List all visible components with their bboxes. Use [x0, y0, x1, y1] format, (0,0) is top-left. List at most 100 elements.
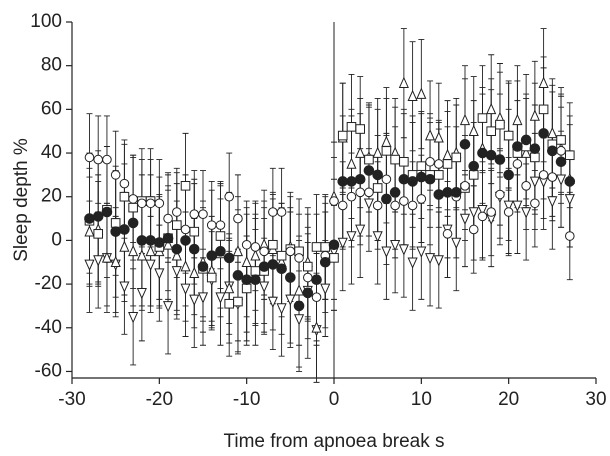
- y-tick-label: 80: [41, 55, 62, 76]
- point: [468, 207, 479, 219]
- point: [355, 224, 366, 237]
- point: [485, 149, 497, 161]
- point: [346, 176, 357, 187]
- point: [555, 156, 567, 168]
- point: [259, 246, 269, 257]
- point: [399, 156, 409, 167]
- point: [521, 207, 532, 219]
- point: [442, 159, 453, 169]
- point: [538, 170, 549, 180]
- point: [372, 169, 383, 181]
- point: [154, 237, 165, 248]
- point: [399, 196, 409, 206]
- point: [407, 176, 418, 187]
- point: [250, 242, 261, 252]
- point: [381, 246, 392, 258]
- point: [337, 130, 348, 141]
- point: [329, 253, 339, 263]
- point: [329, 196, 339, 206]
- point: [154, 198, 165, 209]
- point: [503, 200, 514, 212]
- point: [223, 252, 235, 264]
- point: [119, 191, 130, 202]
- point: [565, 231, 575, 241]
- point: [241, 255, 252, 268]
- point: [293, 284, 305, 296]
- point: [381, 146, 392, 156]
- point: [250, 274, 261, 286]
- point: [398, 173, 410, 185]
- point: [163, 213, 173, 224]
- y-tick-label: -40: [35, 317, 62, 338]
- point: [424, 173, 436, 185]
- point: [171, 243, 183, 255]
- point: [250, 249, 261, 261]
- point: [390, 239, 401, 252]
- point: [276, 303, 287, 315]
- point: [128, 244, 139, 257]
- point: [128, 202, 138, 213]
- point: [346, 122, 357, 132]
- point: [364, 187, 374, 198]
- point: [486, 207, 497, 217]
- point: [285, 294, 296, 306]
- point: [381, 135, 392, 147]
- point: [180, 260, 191, 272]
- point: [529, 143, 541, 154]
- point: [521, 181, 531, 191]
- point: [276, 263, 287, 275]
- point: [529, 176, 540, 188]
- point: [372, 231, 383, 243]
- point: [172, 207, 182, 217]
- point: [197, 292, 209, 304]
- point: [346, 191, 357, 202]
- point: [372, 146, 383, 158]
- point: [285, 272, 296, 283]
- point: [355, 124, 365, 134]
- point: [84, 152, 95, 163]
- point: [460, 181, 470, 191]
- point: [311, 321, 322, 333]
- point: [494, 154, 506, 165]
- point: [241, 274, 252, 286]
- point: [424, 253, 436, 265]
- point: [477, 113, 488, 123]
- point: [346, 157, 357, 169]
- point: [224, 298, 234, 309]
- point: [425, 156, 435, 167]
- point: [459, 213, 471, 226]
- point: [162, 301, 174, 313]
- y-tick-label: -20: [35, 273, 62, 294]
- point: [136, 235, 148, 246]
- point: [293, 314, 305, 326]
- point: [311, 274, 322, 286]
- point: [128, 312, 139, 324]
- point: [172, 220, 182, 230]
- point: [268, 239, 278, 250]
- point: [215, 231, 226, 241]
- point: [354, 173, 366, 185]
- point: [189, 266, 200, 278]
- point: [180, 235, 191, 246]
- point: [538, 76, 549, 88]
- point: [390, 154, 400, 165]
- point: [512, 113, 523, 126]
- y-tick-label: 20: [41, 186, 62, 207]
- point: [232, 270, 244, 281]
- point: [521, 146, 532, 158]
- point: [555, 174, 567, 186]
- x-tick-label: 10: [411, 389, 432, 410]
- point: [416, 161, 427, 171]
- point: [258, 261, 270, 272]
- point: [293, 300, 305, 312]
- point: [119, 224, 130, 235]
- point: [92, 211, 104, 222]
- x-tick-label: -20: [146, 389, 173, 410]
- point: [433, 255, 444, 267]
- point: [145, 235, 156, 246]
- point: [276, 207, 287, 217]
- point: [450, 187, 462, 198]
- point: [268, 207, 278, 217]
- point: [372, 200, 383, 211]
- point: [145, 244, 156, 257]
